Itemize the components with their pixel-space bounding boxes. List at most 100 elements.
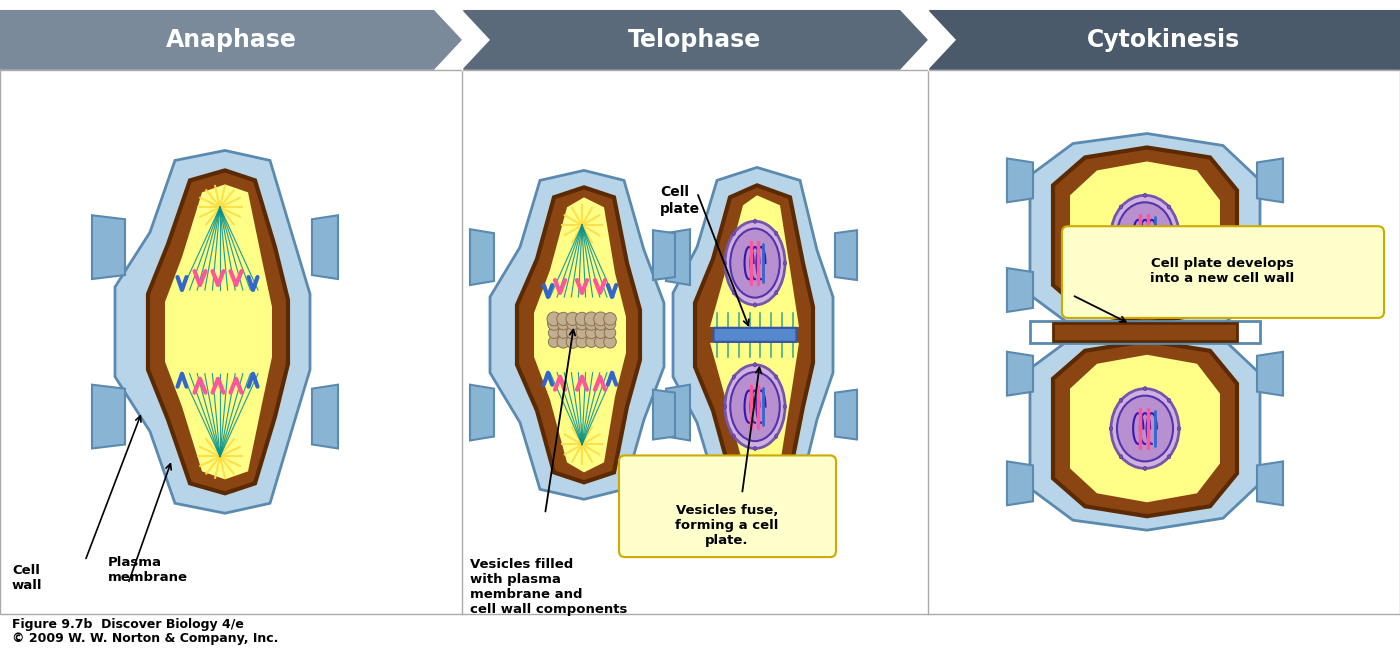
Ellipse shape — [1119, 399, 1123, 402]
Polygon shape — [1053, 148, 1238, 323]
Polygon shape — [834, 230, 857, 280]
FancyBboxPatch shape — [619, 456, 836, 557]
Ellipse shape — [577, 336, 588, 348]
Ellipse shape — [1117, 202, 1173, 268]
Ellipse shape — [1112, 195, 1179, 275]
Ellipse shape — [784, 404, 787, 409]
Polygon shape — [928, 10, 1400, 70]
Polygon shape — [652, 230, 675, 280]
Ellipse shape — [567, 327, 578, 338]
Ellipse shape — [1144, 193, 1147, 198]
Ellipse shape — [1168, 455, 1170, 459]
Polygon shape — [1257, 268, 1282, 312]
Ellipse shape — [753, 219, 756, 224]
Ellipse shape — [774, 375, 778, 379]
Polygon shape — [1007, 461, 1033, 505]
Polygon shape — [312, 215, 337, 279]
Ellipse shape — [1112, 389, 1179, 469]
Ellipse shape — [1144, 467, 1147, 470]
Ellipse shape — [595, 327, 606, 339]
Text: Telophase: Telophase — [629, 28, 762, 52]
Ellipse shape — [549, 336, 560, 347]
Ellipse shape — [594, 312, 608, 325]
Ellipse shape — [603, 312, 617, 326]
Text: Cell
plate: Cell plate — [659, 185, 700, 216]
Ellipse shape — [595, 318, 606, 330]
Ellipse shape — [1119, 455, 1123, 459]
Polygon shape — [462, 10, 928, 70]
Ellipse shape — [584, 312, 598, 326]
Ellipse shape — [1177, 233, 1180, 237]
Polygon shape — [1257, 461, 1282, 505]
Text: Anaphase: Anaphase — [165, 28, 297, 52]
Text: Cell plate develops
into a new cell wall: Cell plate develops into a new cell wall — [1149, 257, 1294, 285]
Text: Cytokinesis: Cytokinesis — [1088, 28, 1240, 52]
Polygon shape — [1053, 341, 1238, 516]
Ellipse shape — [732, 375, 735, 379]
Text: Plasma
membrane: Plasma membrane — [108, 556, 188, 584]
Polygon shape — [1257, 159, 1282, 202]
Ellipse shape — [549, 318, 560, 329]
Ellipse shape — [1109, 233, 1113, 237]
Polygon shape — [470, 229, 494, 285]
Ellipse shape — [1109, 426, 1113, 430]
Polygon shape — [92, 215, 125, 279]
Polygon shape — [517, 187, 640, 482]
Polygon shape — [666, 385, 690, 441]
Polygon shape — [490, 170, 664, 499]
Ellipse shape — [731, 372, 780, 441]
Polygon shape — [470, 385, 494, 441]
Polygon shape — [165, 185, 272, 480]
Ellipse shape — [585, 336, 598, 348]
Polygon shape — [1007, 268, 1033, 312]
Ellipse shape — [724, 261, 727, 265]
FancyBboxPatch shape — [1063, 226, 1385, 318]
Polygon shape — [115, 150, 309, 513]
Ellipse shape — [595, 336, 606, 348]
Ellipse shape — [1168, 261, 1170, 266]
Polygon shape — [652, 389, 675, 439]
Polygon shape — [1030, 133, 1260, 337]
Ellipse shape — [575, 318, 588, 330]
Polygon shape — [92, 385, 125, 448]
Ellipse shape — [1144, 387, 1147, 391]
Text: Cell
wall: Cell wall — [13, 564, 42, 592]
Ellipse shape — [566, 312, 580, 326]
Polygon shape — [834, 389, 857, 439]
Ellipse shape — [585, 327, 598, 339]
Polygon shape — [666, 229, 690, 285]
Ellipse shape — [774, 290, 778, 295]
Ellipse shape — [556, 312, 570, 326]
Polygon shape — [312, 385, 337, 448]
Ellipse shape — [557, 327, 570, 339]
Ellipse shape — [725, 365, 785, 448]
Ellipse shape — [567, 336, 578, 348]
Ellipse shape — [753, 363, 756, 367]
Ellipse shape — [549, 327, 560, 338]
Ellipse shape — [774, 434, 778, 438]
Ellipse shape — [1144, 273, 1147, 277]
Ellipse shape — [585, 318, 598, 330]
Ellipse shape — [732, 231, 735, 236]
Polygon shape — [0, 70, 1400, 614]
Ellipse shape — [724, 404, 727, 409]
Polygon shape — [710, 195, 799, 327]
Polygon shape — [1070, 161, 1219, 309]
Ellipse shape — [732, 434, 735, 438]
Polygon shape — [1070, 355, 1219, 502]
Ellipse shape — [575, 312, 588, 325]
Polygon shape — [0, 10, 462, 70]
Polygon shape — [673, 167, 833, 502]
Ellipse shape — [753, 446, 756, 450]
Polygon shape — [1007, 159, 1033, 202]
Ellipse shape — [1119, 205, 1123, 209]
Ellipse shape — [731, 229, 780, 297]
Ellipse shape — [1119, 261, 1123, 266]
Polygon shape — [533, 198, 626, 472]
Polygon shape — [694, 185, 813, 484]
Ellipse shape — [605, 327, 616, 338]
Ellipse shape — [567, 318, 578, 330]
Ellipse shape — [753, 303, 756, 307]
Polygon shape — [710, 343, 799, 474]
Text: © 2009 W. W. Norton & Company, Inc.: © 2009 W. W. Norton & Company, Inc. — [13, 632, 279, 645]
